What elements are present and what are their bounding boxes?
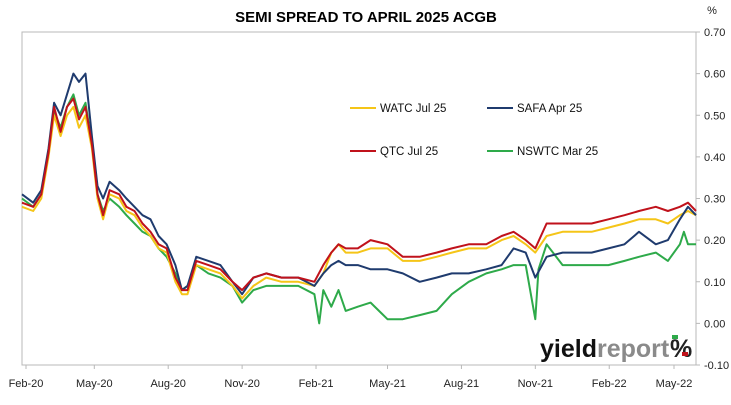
x-tick-label: May-20 — [76, 378, 113, 390]
series-lines — [21, 72, 697, 325]
legend-label: NSWTC Mar 25 — [517, 146, 598, 158]
y-tick-label: 0.60 — [704, 69, 725, 81]
x-tick-label: Nov-20 — [224, 378, 259, 390]
series-line-nswtc-mar-25 — [21, 93, 696, 325]
brand-mark-red — [682, 352, 688, 356]
y-tick-label: 0.30 — [704, 194, 725, 206]
x-tick-label: Nov-21 — [518, 378, 553, 390]
x-tick-label: May-21 — [369, 378, 406, 390]
x-axis: Feb-20 May-20 Aug-20 Nov-20 Feb-21 May-21 Aug-… — [9, 365, 693, 390]
y-axis: 0.70 0.60 0.50 0.40 0.30 0.20 0.10 0.00 -0.10 — [696, 27, 729, 372]
x-tick-label: Feb-21 — [299, 378, 334, 390]
brand-mark-green — [672, 335, 678, 339]
x-tick-label: Aug-20 — [150, 378, 185, 390]
y-axis-unit: % — [707, 5, 717, 17]
y-tick-label: 0.50 — [704, 110, 725, 122]
legend-label: SAFA Apr 25 — [517, 103, 582, 115]
y-tick-label: -0.10 — [704, 360, 729, 372]
legend-label: QTC Jul 25 — [380, 146, 438, 158]
y-tick-label: 0.20 — [704, 235, 725, 247]
y-tick-label: 0.00 — [704, 318, 725, 330]
legend-label: WATC Jul 25 — [380, 103, 446, 115]
y-tick-label: 0.10 — [704, 277, 725, 289]
brand-suffix: report — [597, 335, 670, 363]
x-tick-label: May-22 — [656, 378, 693, 390]
series-line-safa-apr-25 — [21, 72, 697, 296]
x-tick-label: Feb-20 — [9, 378, 44, 390]
brand-prefix: yield — [540, 335, 597, 363]
y-tick-label: 0.40 — [704, 152, 725, 164]
x-tick-label: Feb-22 — [592, 378, 627, 390]
y-tick-label: 0.70 — [704, 27, 725, 39]
x-tick-label: Aug-21 — [444, 378, 479, 390]
plot-area-border — [21, 31, 697, 366]
brand-logo: yieldreport % — [540, 335, 692, 363]
svg-text:yieldreport: yieldreport — [540, 335, 670, 363]
series-line-qtc-jul-25 — [21, 97, 697, 292]
chart-title: SEMI SPREAD TO APRIL 2025 ACGB — [235, 9, 497, 26]
brand-mark: % — [670, 335, 692, 363]
legend: WATC Jul 25 SAFA Apr 25 QTC Jul 25 NSWTC Ma… — [350, 103, 598, 158]
